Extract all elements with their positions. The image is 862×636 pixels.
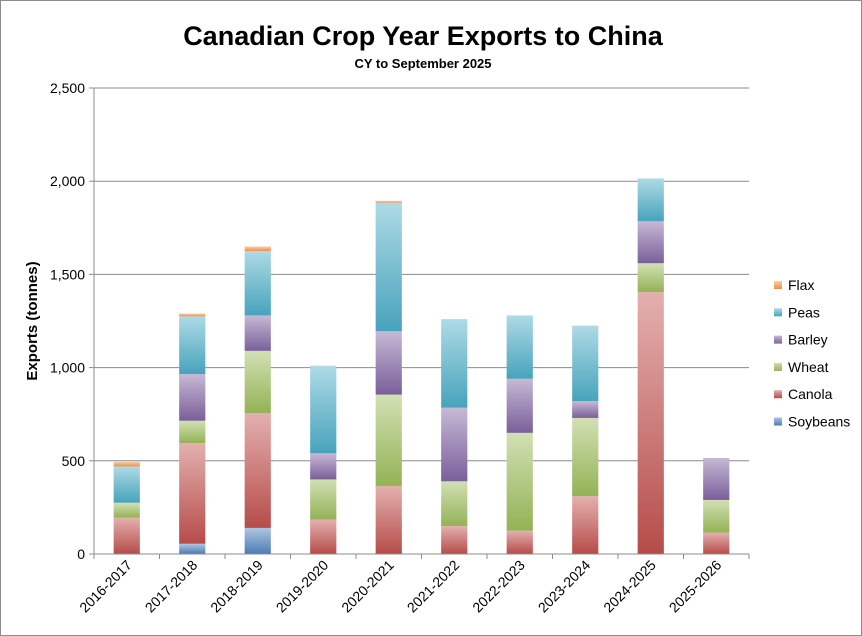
bar-canola-2022-2023 [506, 530, 533, 554]
bar-soybeans-2018-2019 [244, 527, 271, 554]
chart-title: Canadian Crop Year Exports to China [183, 21, 664, 51]
bar-barley-2025-2026 [703, 458, 730, 500]
bar-wheat-2022-2023 [506, 432, 533, 531]
bar-peas-2022-2023 [506, 315, 533, 379]
x-tick-label: 2018-2019 [207, 557, 266, 616]
y-tick-label: 500 [62, 453, 86, 469]
bar-canola-2019-2020 [310, 519, 337, 554]
x-tick-label: 2021-2022 [404, 557, 463, 616]
y-tick-label: 2,000 [50, 173, 85, 189]
legend-label-soybeans: Soybeans [788, 414, 850, 430]
legend-label-wheat: Wheat [788, 359, 829, 375]
legend-swatch-canola [774, 390, 782, 399]
bar-flax-2020-2021 [375, 200, 402, 203]
bar-barley-2022-2023 [506, 378, 533, 433]
bar-barley-2019-2020 [310, 453, 337, 480]
bar-peas-2017-2018 [179, 316, 206, 375]
chart-subtitle: CY to September 2025 [354, 56, 491, 71]
bar-barley-2021-2022 [441, 407, 468, 482]
x-tick-label: 2024-2025 [600, 557, 659, 616]
bar-barley-2017-2018 [179, 374, 206, 421]
bar-stack-2022-2023 [506, 315, 533, 554]
bar-stack-2021-2022 [441, 319, 468, 554]
y-axis-label: Exports (tonnes) [24, 261, 41, 380]
bar-wheat-2017-2018 [179, 420, 206, 444]
bar-peas-2019-2020 [310, 365, 337, 454]
bar-stack-2016-2017 [113, 461, 140, 554]
x-tick-label: 2016-2017 [76, 557, 135, 616]
bar-canola-2018-2019 [244, 413, 271, 528]
bar-wheat-2021-2022 [441, 481, 468, 527]
bar-peas-2021-2022 [441, 319, 468, 408]
bar-canola-2016-2017 [113, 517, 140, 554]
bar-wheat-2024-2025 [637, 263, 664, 293]
bar-stack-2023-2024 [572, 325, 599, 554]
bar-canola-2025-2026 [703, 532, 730, 554]
bar-barley-2024-2025 [637, 221, 664, 264]
legend: Flax Peas Barley Wheat Canola Soybeans [774, 277, 850, 430]
legend-swatch-barley [774, 335, 782, 344]
bar-peas-2018-2019 [244, 251, 271, 316]
y-tick-label: 0 [77, 546, 85, 562]
legend-swatch-soybeans [774, 417, 782, 426]
bar-stack-2019-2020 [310, 365, 337, 554]
legend-label-peas: Peas [788, 304, 820, 320]
bar-peas-2020-2021 [375, 202, 402, 332]
bar-stack-2018-2019 [244, 246, 271, 554]
bar-wheat-2016-2017 [113, 502, 140, 518]
bar-canola-2024-2025 [637, 292, 664, 554]
bar-soybeans-2017-2018 [179, 543, 206, 554]
x-tick-label: 2019-2020 [273, 557, 332, 616]
bar-canola-2020-2021 [375, 485, 402, 554]
bar-stack-2020-2021 [375, 200, 402, 554]
x-tick-label: 2023-2024 [535, 557, 594, 616]
bar-peas-2016-2017 [113, 466, 140, 503]
y-tick-label: 1,500 [50, 266, 85, 282]
legend-swatch-wheat [774, 362, 782, 371]
legend-label-canola: Canola [788, 386, 833, 402]
bar-peas-2024-2025 [637, 178, 664, 222]
bar-wheat-2023-2024 [572, 417, 599, 497]
bar-flax-2018-2019 [244, 246, 271, 252]
bar-stack-2024-2025 [637, 178, 664, 554]
bar-stack-2025-2026 [703, 458, 730, 554]
bar-barley-2018-2019 [244, 315, 271, 351]
bar-flax-2017-2018 [179, 313, 206, 317]
x-tick-label: 2020-2021 [338, 557, 397, 616]
bar-flax-2016-2017 [113, 461, 140, 467]
bar-wheat-2018-2019 [244, 350, 271, 414]
x-tick-label: 2017-2018 [142, 557, 201, 616]
legend-label-flax: Flax [788, 277, 814, 293]
bar-wheat-2025-2026 [703, 499, 730, 533]
x-tick-label: 2025-2026 [666, 557, 725, 616]
bar-canola-2017-2018 [179, 443, 206, 544]
bar-wheat-2019-2020 [310, 479, 337, 520]
bar-wheat-2020-2021 [375, 394, 402, 486]
legend-swatch-flax [774, 281, 782, 289]
y-tick-label: 2,500 [50, 80, 85, 96]
y-tick-label: 1,000 [50, 360, 85, 376]
bars [113, 178, 730, 554]
bar-barley-2023-2024 [572, 401, 599, 418]
bar-barley-2020-2021 [375, 331, 402, 395]
bar-canola-2023-2024 [572, 496, 599, 554]
legend-label-barley: Barley [788, 332, 828, 348]
bar-stack-2017-2018 [179, 313, 206, 554]
bar-canola-2021-2022 [441, 526, 468, 554]
bar-peas-2023-2024 [572, 325, 599, 402]
legend-swatch-peas [774, 308, 782, 317]
x-tick-label: 2022-2023 [469, 557, 528, 616]
